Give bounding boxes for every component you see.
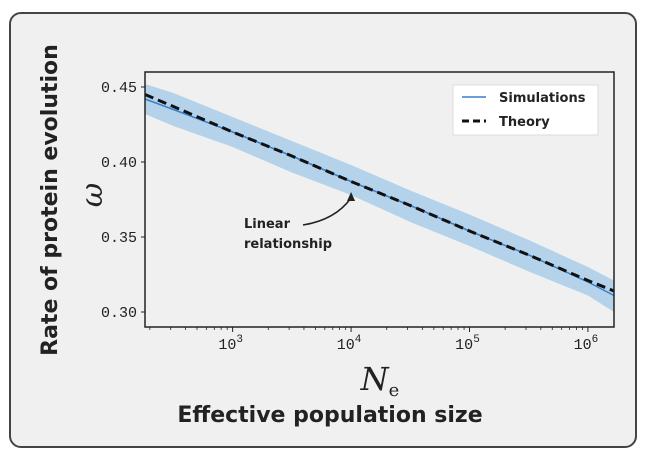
plot-area-border (144, 71, 615, 328)
y-tick-label: 0.45 (101, 80, 137, 97)
legend-label-theory: Theory (499, 115, 550, 130)
y-axis-label: Rate of protein evolution (38, 44, 63, 356)
annotation-arrowhead (347, 192, 356, 201)
y-tick-label: 0.30 (101, 305, 137, 322)
annotation-line-1: Linear (244, 217, 291, 232)
y-tick-label: 0.40 (101, 155, 137, 172)
x-axis-symbol: Ne (360, 360, 400, 401)
simulations-band (145, 84, 614, 312)
series-line-theory (144, 93, 615, 293)
x-tick-label: 103 (218, 334, 243, 354)
x-tick-label: 104 (337, 334, 362, 354)
annotation: Linear relationship (244, 192, 356, 252)
x-axis-label: Effective population size (177, 403, 482, 428)
x-tick-label: 106 (574, 334, 599, 354)
annotation-line-2: relationship (244, 237, 332, 252)
legend-label-simulations: Simulations (499, 91, 586, 106)
y-tick-label: 0.35 (101, 230, 137, 247)
legend: Simulations Theory (452, 84, 599, 136)
x-tick-label: 105 (455, 334, 480, 354)
y-axis-symbol: ω (75, 183, 110, 207)
annotation-arrow (302, 197, 352, 226)
